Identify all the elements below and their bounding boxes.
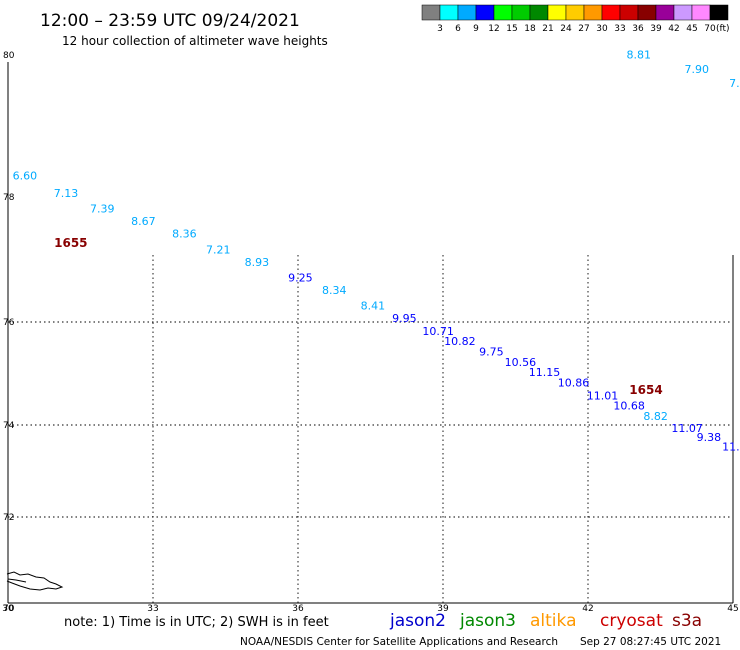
- map-subtitle: 12 hour collection of altimeter wave hei…: [62, 34, 328, 48]
- colorbar-swatch: [529, 4, 549, 21]
- footer-note: note: 1) Time is in UTC; 2) SWH is in fe…: [64, 615, 329, 630]
- lon-tick-label: 33: [147, 604, 158, 614]
- satellite-pass-labels: 1655 1654: [54, 236, 663, 397]
- colorbar-label: 30: [596, 24, 608, 34]
- colorbar-label: 15: [506, 24, 517, 34]
- wave-height-value: 7.13: [54, 187, 79, 200]
- wave-height-value: 10.68: [613, 400, 645, 413]
- colorbar-swatch: [511, 4, 531, 21]
- wave-height-value: 6.60: [13, 169, 38, 182]
- wave-height-value: 10.71: [422, 325, 454, 338]
- colorbar-label: 42: [668, 24, 679, 34]
- colorbar-swatch: [637, 4, 657, 21]
- coastline-detail: [7, 578, 27, 583]
- satellite-legend-jason3: jason3: [459, 611, 516, 631]
- lat-tick-label: 70: [3, 604, 15, 614]
- map-grid: [7, 62, 734, 604]
- colorbar-swatch: [439, 4, 459, 21]
- colorbar-label: 36: [632, 24, 644, 34]
- colorbar-label: 3: [437, 24, 443, 34]
- wave-height-value: 9.95: [392, 312, 417, 325]
- colorbar-swatch: [457, 4, 477, 21]
- colorbar-swatch: [619, 4, 639, 21]
- wave-height-value: 8.41: [361, 300, 386, 313]
- wave-height-value: 11.01: [587, 389, 619, 402]
- footer-timestamp: Sep 27 08:27:45 UTC 2021: [580, 636, 721, 648]
- wave-height-value: 8.34: [322, 284, 347, 297]
- wave-height-value: 10.86: [558, 376, 590, 389]
- wave-height-value: 10.82: [444, 335, 476, 348]
- wave-height-value: 9.75: [479, 345, 504, 358]
- wave-height-value: 11.15: [529, 366, 561, 379]
- wave-height-value: 7.90: [685, 63, 710, 76]
- colorbar-swatch: [601, 4, 621, 21]
- lat-tick-label: 76: [3, 318, 15, 328]
- colorbar-label: 18: [524, 24, 536, 34]
- wave-height-observations: 8.81 7.90 7.2 6.60 7.13 7.39 8.67 8.36 7.21 8.93 9…: [13, 49, 740, 454]
- wave-height-value: 7.2: [729, 77, 740, 90]
- lon-tick-label: 45: [727, 604, 738, 614]
- lon-tick-label: 39: [437, 604, 449, 614]
- colorbar-unit: (ft): [716, 24, 730, 34]
- axis-tick-labels: 30 33 36 39 42 45 80 78 76 74 72 70: [2, 51, 738, 614]
- wave-height-value: 11.07: [671, 422, 703, 435]
- lat-tick-label: 80: [3, 51, 15, 61]
- colorbar-swatch: [673, 4, 693, 21]
- satellite-legend-s3a: s3a: [672, 611, 702, 631]
- lat-tick-label: 78: [3, 193, 15, 203]
- wave-height-value: 8.67: [131, 215, 156, 228]
- colorbar-swatch: [547, 4, 567, 21]
- colorbar-swatch: [565, 4, 585, 21]
- wave-height-value: 7.21: [206, 243, 231, 256]
- lon-tick-label: 42: [582, 604, 593, 614]
- wave-height-value: 9.25: [288, 271, 313, 284]
- colorbar-swatch: [709, 4, 729, 21]
- satellite-legend-cryosat: cryosat: [600, 611, 663, 631]
- lon-tick-label: 36: [292, 604, 304, 614]
- lat-tick-label: 72: [3, 513, 14, 523]
- colorbar-label: 45: [686, 24, 697, 34]
- colorbar-label: 39: [650, 24, 662, 34]
- colorbar-label: 24: [560, 24, 572, 34]
- colorbar-label: 12: [488, 24, 499, 34]
- lon-tick-label: 30: [2, 604, 14, 614]
- lat-tick-label: 74: [3, 421, 15, 431]
- colorbar-swatch: [691, 4, 711, 21]
- wave-height-value: 8.82: [643, 410, 668, 423]
- map-title: 12:00 – 23:59 UTC 09/24/2021: [40, 11, 300, 31]
- colorbar-swatch: [421, 4, 441, 21]
- satellite-legend-altika: altika: [530, 611, 577, 631]
- colorbar-label: 33: [614, 24, 625, 34]
- colorbar-swatch: [583, 4, 603, 21]
- colorbar-label: 70: [704, 24, 716, 34]
- wave-height-value: 8.81: [627, 49, 652, 62]
- wave-height-value: 10.56: [505, 356, 537, 369]
- colorbar-label: 21: [542, 24, 553, 34]
- pass-time-label: 1655: [54, 236, 87, 250]
- colorbar-swatch: [493, 4, 513, 21]
- wave-height-value: 7.39: [90, 203, 115, 216]
- wave-height-value: 11.28: [722, 440, 740, 453]
- footer-credit: NOAA/NESDIS Center for Satellite Applica…: [240, 636, 558, 648]
- colorbar-label: 27: [578, 24, 589, 34]
- wave-height-value: 8.36: [172, 228, 197, 241]
- satellite-legend-jason2: jason2: [389, 611, 446, 631]
- colorbar-label: 9: [473, 24, 479, 34]
- wave-height-value: 9.38: [697, 431, 722, 444]
- colorbar-swatch: [655, 4, 675, 21]
- pass-time-label: 1654: [629, 383, 662, 397]
- coastline: [6, 571, 64, 591]
- colorbar-legend: 3 6 9 12 15 18 21 24 27 30 33 36 39 42 45 70 (ft): [421, 4, 730, 34]
- wave-height-value: 8.93: [245, 256, 270, 269]
- satellite-legend: jason2 jason3 altika cryosat s3a: [389, 611, 702, 631]
- colorbar-swatch: [475, 4, 495, 21]
- colorbar-label: 6: [455, 24, 461, 34]
